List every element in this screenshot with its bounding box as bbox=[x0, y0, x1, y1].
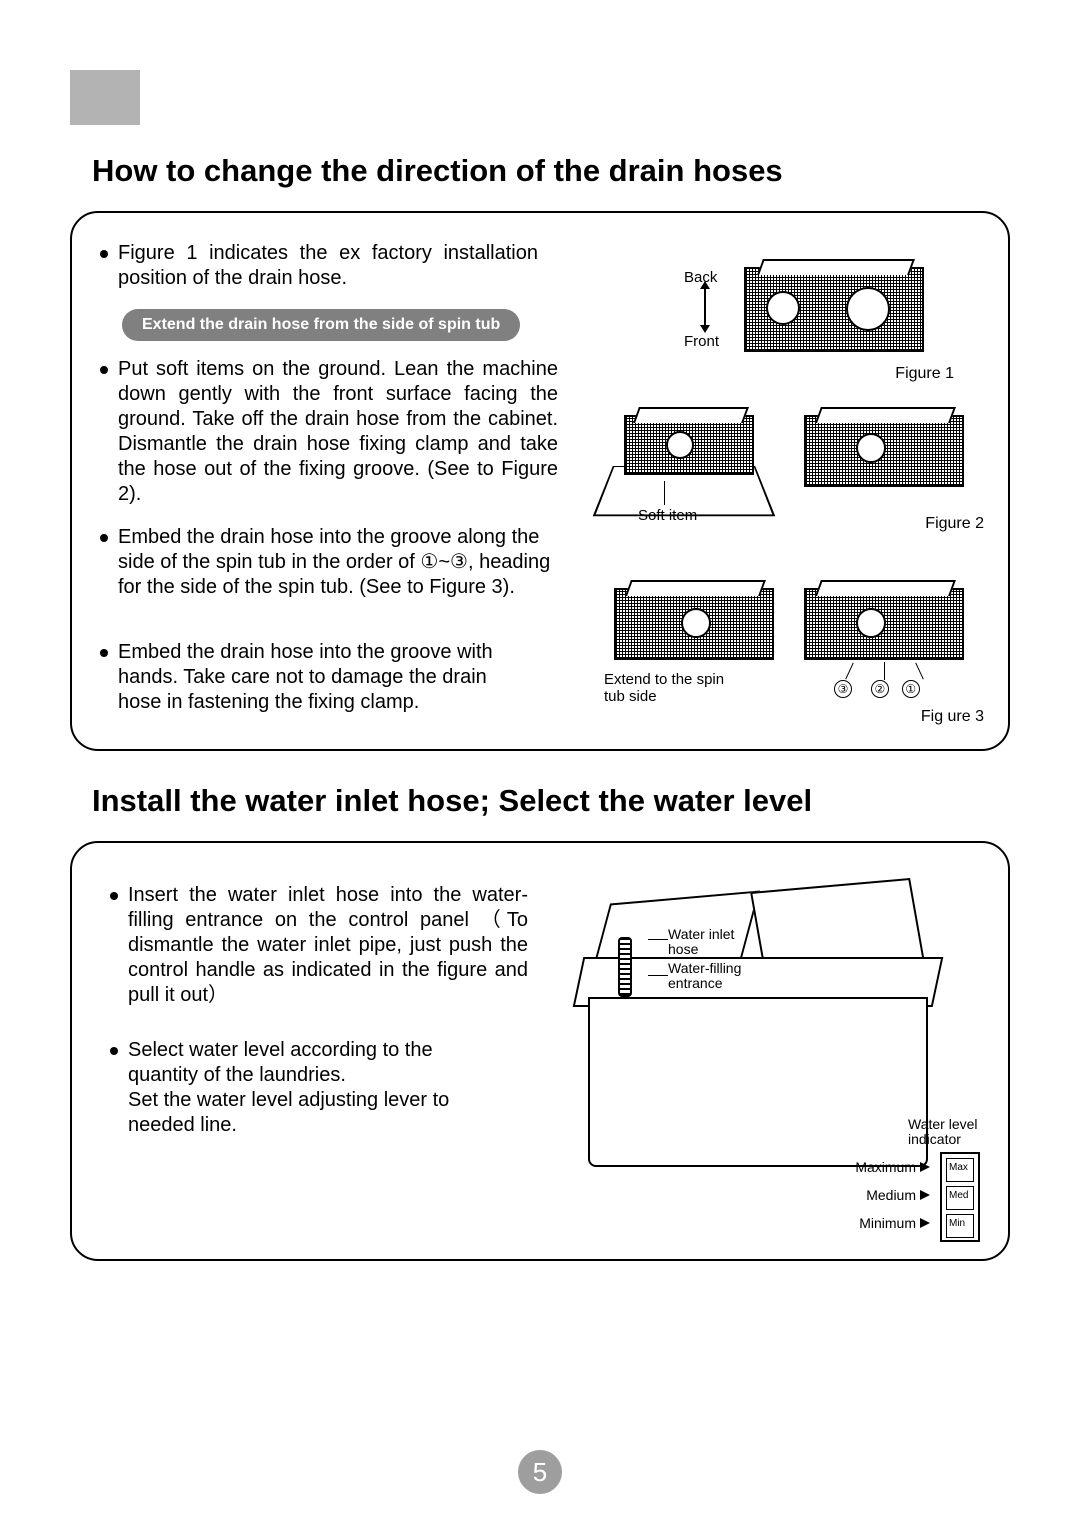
bullet-icon bbox=[110, 1047, 118, 1055]
bullet4-text: Embed the drain hose into the groove wit… bbox=[118, 640, 498, 715]
page: How to change the direction of the drain… bbox=[0, 0, 1080, 1532]
bullet2-text: Put soft items on the ground. Lean the m… bbox=[118, 357, 558, 507]
num3-icon: ③ bbox=[834, 680, 852, 698]
section2-title: Install the water inlet hose; Select the… bbox=[92, 783, 1010, 819]
label-max: Maximum bbox=[855, 1159, 916, 1175]
machine-bottom-icon bbox=[624, 415, 754, 475]
tiny-min: Min bbox=[949, 1218, 965, 1229]
machine-bottom-icon bbox=[804, 588, 964, 660]
tiny-max: Max bbox=[949, 1162, 968, 1173]
figure3-caption: Fig ure 3 bbox=[921, 708, 984, 726]
label-med: Medium bbox=[866, 1187, 916, 1203]
level-med: Medium bbox=[866, 1187, 934, 1203]
machine-body-icon bbox=[588, 997, 928, 1167]
bullet-icon bbox=[110, 892, 118, 900]
label-soft: Soft item bbox=[638, 507, 697, 524]
figure-3: Extend to the spin tub side ③ ② ① Fig ur… bbox=[604, 568, 984, 738]
tiny-med: Med bbox=[949, 1190, 968, 1201]
bullet5-text: Insert the water inlet hose into the wat… bbox=[128, 883, 528, 1008]
figure1-caption: Figure 1 bbox=[895, 365, 954, 383]
panel-inlet: Insert the water inlet hose into the wat… bbox=[70, 841, 1010, 1261]
bullet3-text: Embed the drain hose into the groove alo… bbox=[118, 525, 558, 600]
header-block bbox=[70, 70, 140, 125]
page-number: 5 bbox=[518, 1450, 562, 1494]
bullet6-text: Select water level according to the quan… bbox=[128, 1038, 488, 1138]
level-max: Maximum bbox=[855, 1159, 934, 1175]
machine-bottom-icon bbox=[804, 415, 964, 487]
bullet-icon bbox=[100, 649, 108, 657]
level-indicator-icon: Max Med Min bbox=[940, 1152, 980, 1242]
section1-title: How to change the direction of the drain… bbox=[92, 153, 1010, 189]
figure-2: Soft item Figure 2 bbox=[604, 403, 984, 548]
label-entrance: Water-filling entrance bbox=[668, 961, 758, 992]
arrow-icon bbox=[920, 1162, 930, 1172]
figure-inlet: Water inlet hose Water-filling entrance … bbox=[558, 867, 988, 1267]
arrow-icon bbox=[920, 1190, 930, 1200]
arrow-icon bbox=[704, 287, 706, 327]
num1-icon: ① bbox=[902, 680, 920, 698]
figure-1: Back Front Figure 1 bbox=[644, 237, 984, 387]
machine-bottom-icon bbox=[614, 588, 774, 660]
label-indicator: Water level indicator bbox=[908, 1117, 988, 1148]
hose-icon bbox=[618, 937, 632, 997]
bullet-icon bbox=[100, 534, 108, 542]
label-front: Front bbox=[684, 333, 719, 350]
label-min: Minimum bbox=[859, 1215, 916, 1231]
bullet-icon bbox=[100, 366, 108, 374]
arrow-icon bbox=[920, 1218, 930, 1228]
num2-icon: ② bbox=[871, 680, 889, 698]
level-min: Minimum bbox=[859, 1215, 934, 1231]
figure2-caption: Figure 2 bbox=[925, 515, 984, 533]
label-inlet-hose: Water inlet hose bbox=[668, 927, 748, 958]
machine-top-icon bbox=[744, 267, 924, 352]
bullet1-text: Figure 1 indicates the ex factory instal… bbox=[118, 241, 538, 291]
label-extend: Extend to the spin tub side bbox=[604, 672, 734, 705]
panel-drain-hose: Figure 1 indicates the ex factory instal… bbox=[70, 211, 1010, 751]
bullet-icon bbox=[100, 250, 108, 258]
pill-extend: Extend the drain hose from the side of s… bbox=[122, 309, 520, 341]
